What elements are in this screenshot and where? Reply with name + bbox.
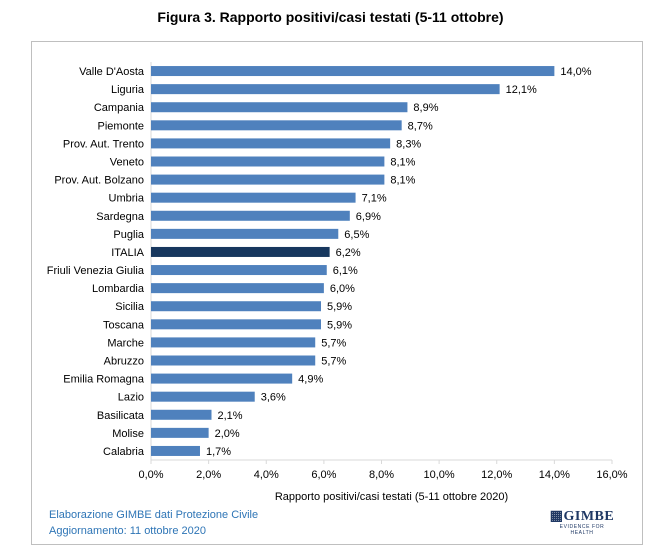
x-tick-label: 4,0%	[254, 469, 279, 481]
data-label: 2,1%	[218, 410, 243, 422]
category-label: Valle D'Aosta	[79, 66, 145, 78]
bar	[151, 373, 293, 384]
x-tick-label: 8,0%	[369, 469, 394, 481]
category-label: Sicilia	[115, 301, 145, 313]
logo-tagline: EVIDENCE FOR HEALTH	[559, 524, 605, 536]
category-label: Lombardia	[92, 283, 145, 295]
data-label: 4,9%	[298, 374, 323, 386]
chart-title: Figura 3. Rapporto positivi/casi testati…	[157, 9, 504, 25]
gimbe-logo: ▦GIMBE EVIDENCE FOR HEALTH	[548, 509, 616, 537]
category-label: Calabria	[103, 446, 145, 458]
x-tick-label: 16,0%	[596, 469, 627, 481]
category-label: Umbria	[109, 193, 145, 205]
category-label: Sardegna	[96, 211, 145, 223]
data-label: 14,0%	[560, 66, 591, 78]
category-label: Lazio	[118, 392, 144, 404]
category-label: Puglia	[113, 229, 144, 241]
data-label: 5,9%	[327, 301, 352, 313]
bar	[151, 66, 555, 77]
bar	[151, 445, 200, 456]
logo-text: GIMBE	[563, 509, 615, 524]
category-label: ITALIA	[111, 247, 144, 259]
bar	[151, 174, 385, 185]
data-label: 6,9%	[356, 211, 381, 223]
data-label: 5,7%	[321, 356, 346, 368]
data-label: 2,0%	[215, 428, 240, 440]
x-tick-label: 2,0%	[196, 469, 221, 481]
data-label: 7,1%	[362, 193, 387, 205]
bar	[151, 301, 321, 312]
data-label: 6,1%	[333, 265, 358, 277]
data-label: 8,1%	[390, 157, 415, 169]
bar	[151, 228, 339, 239]
x-tick-label: 6,0%	[311, 469, 336, 481]
category-label: Friuli Venezia Giulia	[47, 265, 145, 277]
category-label: Prov. Aut. Bolzano	[54, 175, 144, 187]
data-label: 5,9%	[327, 319, 352, 331]
x-tick-label: 14,0%	[539, 469, 570, 481]
x-axis-title: Rapporto positivi/casi testati (5-11 ott…	[275, 491, 508, 503]
data-label: 6,0%	[330, 283, 355, 295]
footer-updated: Aggiornamento: 11 ottobre 2020	[49, 525, 206, 537]
x-tick-label: 0,0%	[138, 469, 163, 481]
bar	[151, 210, 350, 221]
chart-frame	[31, 41, 643, 545]
category-label: Piemonte	[98, 120, 144, 132]
category-label: Campania	[94, 102, 145, 114]
data-label: 8,7%	[408, 120, 433, 132]
bar	[151, 265, 327, 276]
bar	[151, 409, 212, 420]
data-label: 12,1%	[506, 84, 537, 96]
x-tick-label: 12,0%	[481, 469, 512, 481]
bar	[151, 102, 408, 113]
bar	[151, 84, 500, 95]
category-label: Molise	[112, 428, 144, 440]
category-label: Basilicata	[97, 410, 145, 422]
bar	[151, 192, 356, 203]
bar	[151, 337, 316, 348]
data-label: 5,7%	[321, 337, 346, 349]
category-label: Marche	[107, 337, 144, 349]
category-label: Veneto	[110, 157, 144, 169]
bar-highlight	[151, 246, 330, 257]
data-label: 6,5%	[344, 229, 369, 241]
footer-source: Elaborazione GIMBE dati Protezione Civil…	[49, 509, 259, 521]
category-label: Emilia Romagna	[63, 374, 145, 386]
logo-grid-icon: ▦	[549, 509, 564, 524]
data-label: 8,3%	[396, 138, 421, 150]
bar	[151, 355, 316, 366]
data-label: 1,7%	[206, 446, 231, 458]
bar	[151, 427, 209, 438]
bar	[151, 391, 255, 402]
bar	[151, 283, 324, 294]
bar	[151, 156, 385, 167]
bar	[151, 319, 321, 330]
category-label: Prov. Aut. Trento	[63, 138, 144, 150]
x-tick-label: 10,0%	[424, 469, 455, 481]
category-label: Abruzzo	[104, 356, 144, 368]
bar	[151, 138, 391, 149]
category-label: Liguria	[111, 84, 145, 96]
data-label: 3,6%	[261, 392, 286, 404]
data-label: 8,1%	[390, 175, 415, 187]
bar	[151, 120, 402, 131]
data-label: 6,2%	[336, 247, 361, 259]
data-label: 8,9%	[413, 102, 438, 114]
category-label: Toscana	[103, 319, 145, 331]
